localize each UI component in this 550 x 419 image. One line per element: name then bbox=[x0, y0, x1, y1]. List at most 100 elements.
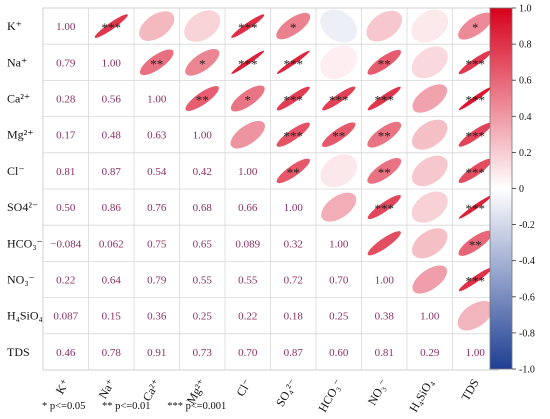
correlation-value: 0.55 bbox=[238, 275, 258, 287]
significance-mark: * bbox=[472, 20, 479, 35]
correlation-value: 0.70 bbox=[238, 347, 258, 359]
correlation-ellipse bbox=[458, 158, 492, 184]
significance-mark: ** bbox=[378, 165, 391, 180]
correlation-ellipse bbox=[367, 49, 401, 75]
correlation-value: 0.22 bbox=[238, 311, 257, 323]
significance-mark: *** bbox=[375, 201, 395, 216]
significance-mark: ** bbox=[287, 165, 300, 180]
correlation-value: 0.15 bbox=[102, 311, 122, 323]
correlation-value: 0.29 bbox=[420, 347, 440, 359]
correlation-value: 1.00 bbox=[147, 94, 167, 106]
correlation-value: 0.50 bbox=[56, 202, 76, 214]
correlation-value: −0.084 bbox=[50, 238, 81, 250]
colorbar-tick-label: 0 bbox=[519, 184, 524, 195]
correlation-ellipse bbox=[276, 122, 310, 147]
correlation-ellipse bbox=[458, 122, 492, 147]
correlation-ellipse bbox=[320, 45, 358, 80]
correlation-value: 0.81 bbox=[56, 166, 75, 178]
colorbar-tick-label: 0.6 bbox=[519, 76, 532, 87]
colorbar-gradient bbox=[489, 7, 513, 370]
column-label: Ca²⁺ bbox=[140, 377, 164, 404]
correlation-value: 0.66 bbox=[238, 202, 258, 214]
correlation-value: 0.38 bbox=[375, 311, 395, 323]
correlation-ellipse bbox=[367, 195, 401, 220]
correlation-value: 0.91 bbox=[147, 347, 166, 359]
correlation-ellipse bbox=[458, 12, 493, 40]
significance-mark: ** bbox=[469, 237, 482, 252]
correlation-ellipse bbox=[411, 119, 448, 150]
correlation-ellipse bbox=[185, 48, 220, 76]
correlation-ellipse bbox=[411, 191, 448, 223]
correlation-ellipse bbox=[322, 86, 356, 111]
column-label: K⁺ bbox=[53, 377, 73, 397]
significance-mark: * bbox=[290, 20, 297, 35]
correlation-value: 1.00 bbox=[284, 202, 304, 214]
correlation-value: 0.17 bbox=[56, 130, 76, 142]
correlation-value: 1.00 bbox=[193, 130, 213, 142]
correlation-value: 0.089 bbox=[235, 238, 260, 250]
significance-mark: * bbox=[245, 93, 252, 108]
correlation-value: 0.56 bbox=[102, 94, 122, 106]
colorbar-tick-label: 0.2 bbox=[519, 148, 532, 159]
correlation-ellipse bbox=[276, 86, 310, 111]
correlation-ellipse bbox=[366, 10, 403, 42]
significance-mark: *** bbox=[238, 56, 258, 71]
correlation-value: 0.81 bbox=[375, 347, 394, 359]
correlation-value: 0.63 bbox=[147, 130, 167, 142]
significance-legend: * p<=0.05 ** p<=0.01 *** p<=0.001 bbox=[42, 401, 240, 412]
significance-mark: *** bbox=[466, 56, 486, 71]
significance-mark: ** bbox=[196, 93, 209, 108]
correlation-value: 0.48 bbox=[102, 130, 122, 142]
correlation-value: 0.42 bbox=[193, 166, 212, 178]
correlation-value: 0.73 bbox=[193, 347, 213, 359]
correlation-ellipse bbox=[185, 86, 219, 111]
column-label: NO₃⁻ bbox=[365, 377, 391, 408]
correlation-ellipse bbox=[184, 10, 221, 42]
significance-mark: *** bbox=[466, 201, 486, 216]
row-label: HCO₃⁻ bbox=[7, 236, 43, 250]
correlation-value: 0.18 bbox=[284, 311, 304, 323]
row-label: Mg²⁺ bbox=[7, 128, 34, 142]
significance-mark: ** bbox=[332, 129, 345, 144]
correlation-ellipse bbox=[276, 50, 310, 74]
row-label: H₄SiO₄ bbox=[7, 309, 43, 323]
correlation-ellipse bbox=[320, 9, 358, 43]
correlation-value: 1.00 bbox=[375, 275, 395, 287]
correlation-value: 0.87 bbox=[102, 166, 122, 178]
significance-mark: *** bbox=[466, 93, 486, 108]
correlation-value: 0.75 bbox=[147, 238, 167, 250]
colorbar-tick-label: -0.2 bbox=[519, 220, 535, 231]
correlation-ellipse bbox=[411, 9, 449, 43]
significance-mark: ** bbox=[378, 56, 391, 71]
column-label: TDS bbox=[458, 377, 481, 404]
correlation-ellipse bbox=[230, 85, 265, 112]
colorbar-tick-label: -0.8 bbox=[519, 328, 535, 339]
correlation-value: 1.00 bbox=[56, 21, 76, 33]
correlation-ellipse bbox=[412, 84, 448, 113]
significance-mark: *** bbox=[102, 20, 122, 35]
correlation-value: 0.68 bbox=[193, 202, 213, 214]
correlation-ellipse bbox=[320, 154, 358, 188]
colorbar-tick-label: -0.6 bbox=[519, 292, 535, 303]
significance-mark: *** bbox=[466, 129, 486, 144]
significance-mark: *** bbox=[329, 93, 349, 108]
colorbar-tick-label: -1.0 bbox=[519, 365, 535, 376]
correlation-ellipse bbox=[412, 265, 448, 294]
correlation-ellipse bbox=[367, 121, 402, 148]
correlation-ellipse bbox=[458, 267, 492, 292]
correlation-value: 1.00 bbox=[329, 238, 349, 250]
significance-mark: *** bbox=[466, 274, 486, 289]
row-label: K⁺ bbox=[7, 19, 22, 33]
correlation-value: 0.087 bbox=[53, 311, 78, 323]
correlation-value: 0.70 bbox=[329, 275, 349, 287]
significance-legend-item: *** p<=0.001 bbox=[167, 401, 227, 412]
correlation-value: 0.25 bbox=[329, 311, 349, 323]
row-label: TDS bbox=[7, 345, 30, 359]
matrix-cells: 1.00 *** *** * *0.79 1.00 ** * *** *** ** ***0.28 0.… bbox=[50, 9, 493, 359]
significance-mark: *** bbox=[238, 20, 258, 35]
correlation-value: 0.36 bbox=[147, 311, 167, 323]
correlation-ellipse bbox=[94, 14, 128, 38]
correlation-value: 0.46 bbox=[56, 347, 76, 359]
correlation-ellipse bbox=[231, 50, 265, 74]
